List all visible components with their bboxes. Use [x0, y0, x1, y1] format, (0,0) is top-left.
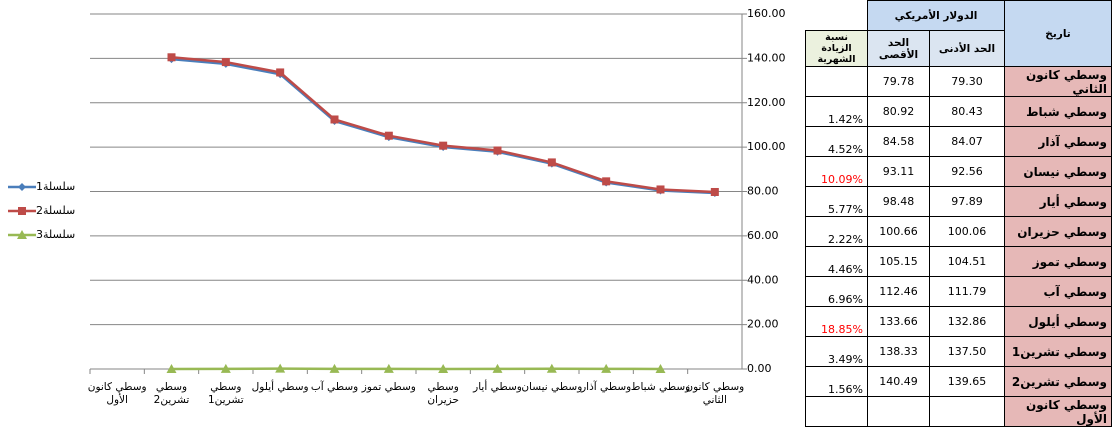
- y-tick-label: 80.00: [747, 185, 779, 198]
- chart: 0.00 20.00 40.00 60.00 80.00 100.00 120.00 140.…: [0, 0, 800, 426]
- pct-cell: 2.22%: [806, 217, 868, 247]
- min-cell: 97.89: [930, 187, 1005, 217]
- min-cell: 137.50: [930, 337, 1005, 367]
- max-cell: 140.49: [868, 367, 930, 397]
- max-cell: 79.78: [868, 67, 930, 97]
- marker: [548, 158, 556, 166]
- marker: [276, 68, 284, 76]
- date-cell: وسطي كانون الأول: [1005, 397, 1112, 427]
- pct-cell: [806, 67, 868, 97]
- date-cell: وسطي نيسان: [1005, 157, 1112, 187]
- marker: [711, 188, 719, 196]
- header-blank: [806, 1, 868, 31]
- pct-cell: 4.46%: [806, 247, 868, 277]
- date-cell: وسطي آذار: [1005, 127, 1112, 157]
- legend-label: سلسلة1: [36, 180, 75, 193]
- date-cell: وسطي أيلول: [1005, 307, 1112, 337]
- min-cell: 104.51: [930, 247, 1005, 277]
- max-cell: 133.66: [868, 307, 930, 337]
- y-tick-label: 160.00: [747, 7, 786, 20]
- max-cell: 138.33: [868, 337, 930, 367]
- pct-cell: 10.09%: [806, 157, 868, 187]
- max-cell: 84.58: [868, 127, 930, 157]
- x-tick-label: وسطي كانون الأول: [85, 381, 149, 407]
- min-cell: 80.43: [930, 97, 1005, 127]
- max-cell: 105.15: [868, 247, 930, 277]
- date-cell: وسطي حزيران: [1005, 217, 1112, 247]
- y-tick-label: 60.00: [747, 229, 779, 242]
- min-cell: 132.86: [930, 307, 1005, 337]
- series-line: [172, 57, 715, 192]
- y-tick-label: 100.00: [747, 140, 786, 153]
- marker: [18, 207, 26, 215]
- series-line: [172, 59, 715, 193]
- min-cell: 84.07: [930, 127, 1005, 157]
- min-cell: 100.06: [930, 217, 1005, 247]
- min-cell: [930, 397, 1005, 427]
- header-currency: الدولار الأمريكي: [868, 1, 1005, 31]
- marker: [439, 142, 447, 150]
- pct-cell: 18.85%: [806, 307, 868, 337]
- date-cell: وسطي أيار: [1005, 187, 1112, 217]
- pct-cell: 6.96%: [806, 277, 868, 307]
- pct-cell: 3.49%: [806, 337, 868, 367]
- min-cell: 92.56: [930, 157, 1005, 187]
- table-row: وسطي كانون الأول: [806, 397, 1112, 427]
- min-cell: 111.79: [930, 277, 1005, 307]
- legend-label: سلسلة2: [36, 204, 75, 217]
- y-tick-label: 0.00: [747, 362, 772, 375]
- header-date: تاريخ: [1005, 1, 1112, 67]
- marker: [657, 185, 665, 193]
- marker: [494, 146, 502, 154]
- pct-cell: 1.42%: [806, 97, 868, 127]
- min-cell: 139.65: [930, 367, 1005, 397]
- max-cell: [868, 397, 930, 427]
- marker: [385, 132, 393, 140]
- date-cell: وسطي تموز: [1005, 247, 1112, 277]
- date-cell: وسطي تشرين2: [1005, 367, 1112, 397]
- data-table: تاريخ الدولار الأمريكي الحد الأدنى الحد …: [805, 0, 1112, 427]
- max-cell: 80.92: [868, 97, 930, 127]
- header-max: الحد الأقصى: [868, 31, 930, 67]
- marker: [331, 115, 339, 123]
- marker: [602, 177, 610, 185]
- max-cell: 112.46: [868, 277, 930, 307]
- y-tick-label: 140.00: [747, 51, 786, 64]
- pct-cell: 1.56%: [806, 367, 868, 397]
- date-cell: وسطي آب: [1005, 277, 1112, 307]
- marker: [18, 183, 26, 191]
- legend-label: سلسلة3: [36, 228, 75, 241]
- y-tick-label: 20.00: [747, 318, 779, 331]
- min-cell: 79.30: [930, 67, 1005, 97]
- pct-cell: 4.52%: [806, 127, 868, 157]
- y-tick-label: 120.00: [747, 96, 786, 109]
- pct-cell: 5.77%: [806, 187, 868, 217]
- marker: [168, 53, 176, 61]
- y-tick-label: 40.00: [747, 273, 779, 286]
- max-cell: 93.11: [868, 157, 930, 187]
- marker: [222, 58, 230, 66]
- header-min: الحد الأدنى: [930, 31, 1005, 67]
- pct-cell: [806, 397, 868, 427]
- header-pct: نسبة الزيادة الشهرية: [806, 31, 868, 67]
- max-cell: 98.48: [868, 187, 930, 217]
- max-cell: 100.66: [868, 217, 930, 247]
- date-cell: وسطي شباط: [1005, 97, 1112, 127]
- date-cell: وسطي كانون الثاني: [1005, 67, 1112, 97]
- date-cell: وسطي تشرين1: [1005, 337, 1112, 367]
